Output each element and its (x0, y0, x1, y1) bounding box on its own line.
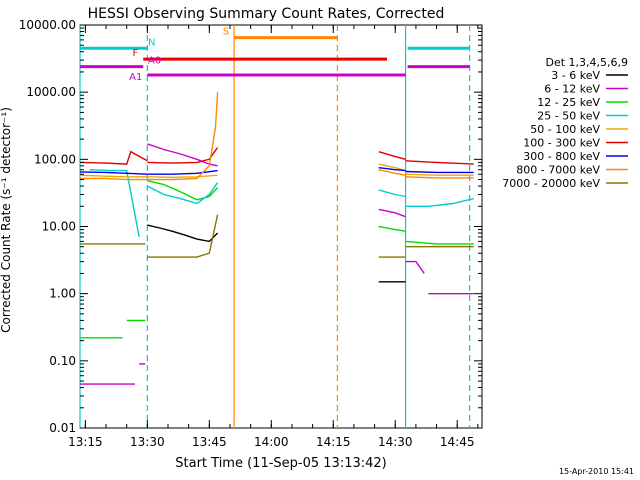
x-tick-label: 14:00 (254, 435, 289, 449)
state-bar-label-A0: A0 (148, 56, 161, 67)
series-7 (80, 92, 474, 181)
timestamp: 15-Apr-2010 15:41 (559, 467, 634, 476)
y-tick-label: 0.10 (49, 354, 76, 368)
series-1-segment-3 (378, 208, 406, 218)
y-tick-label: 10.00 (42, 220, 76, 234)
plot-area (79, 25, 471, 428)
legend-entry-4: 50 - 100 keV (530, 123, 600, 136)
legend-entry-2: 12 - 25 keV (537, 96, 600, 109)
state-bars: N S F A0 A1 (80, 27, 470, 83)
legend-entry-8: 7000 - 20000 keV (502, 177, 600, 190)
series-7-segment-1 (147, 92, 219, 181)
x-axis-label: Start Time (11-Sep-05 13:13:42) (175, 456, 386, 471)
series-3-segment-3 (405, 197, 474, 208)
series-1-segment-2 (147, 143, 218, 167)
series-5-segment-3 (405, 160, 474, 165)
series-0 (147, 224, 406, 283)
series-6-segment-2 (378, 167, 406, 172)
x-tick-label: 13:15 (68, 435, 103, 449)
y-tick-label: 100.00 (34, 152, 76, 166)
series-3-segment-0 (89, 169, 140, 238)
series-5-segment-1 (147, 147, 219, 164)
series-2-segment-3 (378, 225, 406, 232)
x-tick-label: 14:30 (378, 435, 413, 449)
y-axis-label: Corrected Count Rate (s⁻¹ detector⁻¹) (0, 107, 13, 333)
x-tick-label: 14:45 (440, 435, 475, 449)
series-0-segment-0 (147, 224, 219, 243)
state-bar-label-F: F (132, 48, 138, 59)
series-7-segment-2 (378, 169, 406, 176)
series-6-segment-0 (79, 171, 148, 175)
x-tick-label: 13:30 (130, 435, 165, 449)
series-8 (80, 214, 474, 258)
legend-entry-6: 300 - 800 keV (523, 150, 600, 163)
series-2-segment-2 (147, 180, 219, 201)
series-2 (80, 180, 474, 339)
series-6-segment-3 (405, 170, 474, 174)
state-bar-label-N: N (148, 37, 155, 48)
series-6 (79, 167, 474, 175)
legend-entry-3: 25 - 50 keV (537, 110, 600, 123)
legend-title: Det 1,3,4,5,6,9 (545, 56, 628, 69)
y-tick-label: 1.00 (49, 287, 76, 301)
series-1-segment-4 (405, 260, 425, 274)
series-3-segment-1 (146, 182, 219, 205)
state-bar-label-S: S (223, 27, 229, 38)
chart-title: HESSI Observing Summary Count Rates, Cor… (88, 6, 445, 22)
series-6-segment-1 (147, 169, 218, 175)
x-tick-label: 14:15 (316, 435, 351, 449)
series-3 (89, 169, 474, 238)
legend-entry-1: 6 - 12 keV (544, 83, 600, 96)
series-7-segment-0 (80, 177, 148, 181)
series-4-segment-3 (405, 173, 474, 176)
series-3-segment-2 (378, 189, 406, 198)
x-tick-label: 13:45 (192, 435, 227, 449)
plot-frame (79, 24, 483, 429)
y-tick-label: 0.01 (49, 421, 76, 435)
series-group (79, 92, 474, 385)
series-5-segment-0 (79, 150, 148, 165)
axes: 0.01 0.10 1.00 10.00 100.00 1000.00 10000.00 13… (19, 18, 482, 449)
series-2-segment-4 (405, 240, 474, 245)
series-5-segment-2 (378, 151, 406, 160)
series-8-segment-1 (147, 214, 219, 258)
legend-entry-5: 100 - 300 keV (523, 137, 600, 150)
series-5 (79, 147, 474, 165)
series-4-segment-0 (79, 174, 148, 178)
y-tick-label: 1000.00 (26, 85, 76, 99)
state-bar-label-A1: A1 (129, 72, 142, 83)
series-7-segment-3 (405, 176, 474, 179)
series-4 (79, 163, 474, 179)
legend-entry-7: 800 - 7000 keV (516, 164, 600, 177)
series-4-segment-1 (147, 174, 218, 179)
legend-entry-0: 3 - 6 keV (551, 69, 600, 82)
y-tick-label: 10000.00 (19, 18, 76, 32)
series-1 (80, 143, 474, 385)
